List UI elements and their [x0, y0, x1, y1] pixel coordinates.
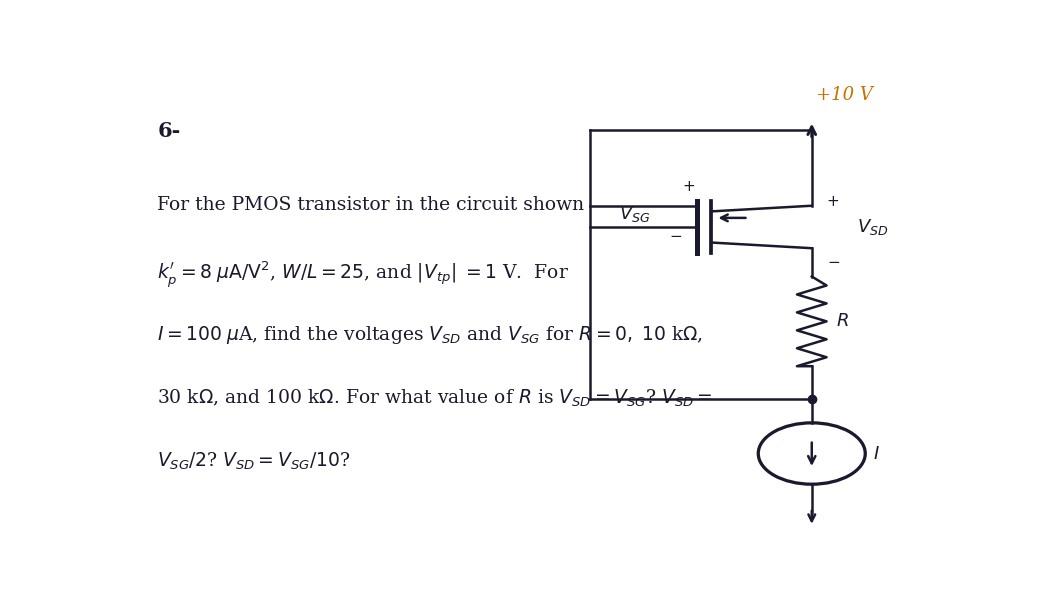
- Text: $V_{SG}/2$? $V_{SD} = V_{SG}/10$?: $V_{SG}/2$? $V_{SD} = V_{SG}/10$?: [157, 451, 350, 473]
- Text: $-$: $-$: [826, 253, 840, 267]
- Text: 6-: 6-: [157, 121, 181, 141]
- Text: +: +: [826, 194, 839, 208]
- Text: +10 V: +10 V: [817, 86, 873, 104]
- Text: $I = 100\;\mu$A, find the voltages $V_{SD}$ and $V_{SG}$ for $R = 0,\;10$ k$\Ome: $I = 100\;\mu$A, find the voltages $V_{S…: [157, 324, 703, 346]
- Text: $V_{SG}$: $V_{SG}$: [619, 204, 651, 224]
- Text: +: +: [682, 179, 695, 194]
- Text: $V_{SD}$: $V_{SD}$: [857, 217, 889, 237]
- Text: $R$: $R$: [837, 313, 850, 330]
- Text: $I$: $I$: [873, 444, 880, 463]
- Text: $k_p^{\prime} = 8\;\mu\mathrm{A/V}^2$, $W/L = 25$, and $|V_{tp}|\; = 1$ V.  For: $k_p^{\prime} = 8\;\mu\mathrm{A/V}^2$, $…: [157, 260, 569, 290]
- Text: $-$: $-$: [669, 227, 683, 242]
- Text: For the PMOS transistor in the circuit shown: For the PMOS transistor in the circuit s…: [157, 196, 584, 215]
- Text: 30 k$\Omega$, and 100 k$\Omega$. For what value of $R$ is $V_{SD} = V_{SG}$? $V_: 30 k$\Omega$, and 100 k$\Omega$. For wha…: [157, 387, 713, 409]
